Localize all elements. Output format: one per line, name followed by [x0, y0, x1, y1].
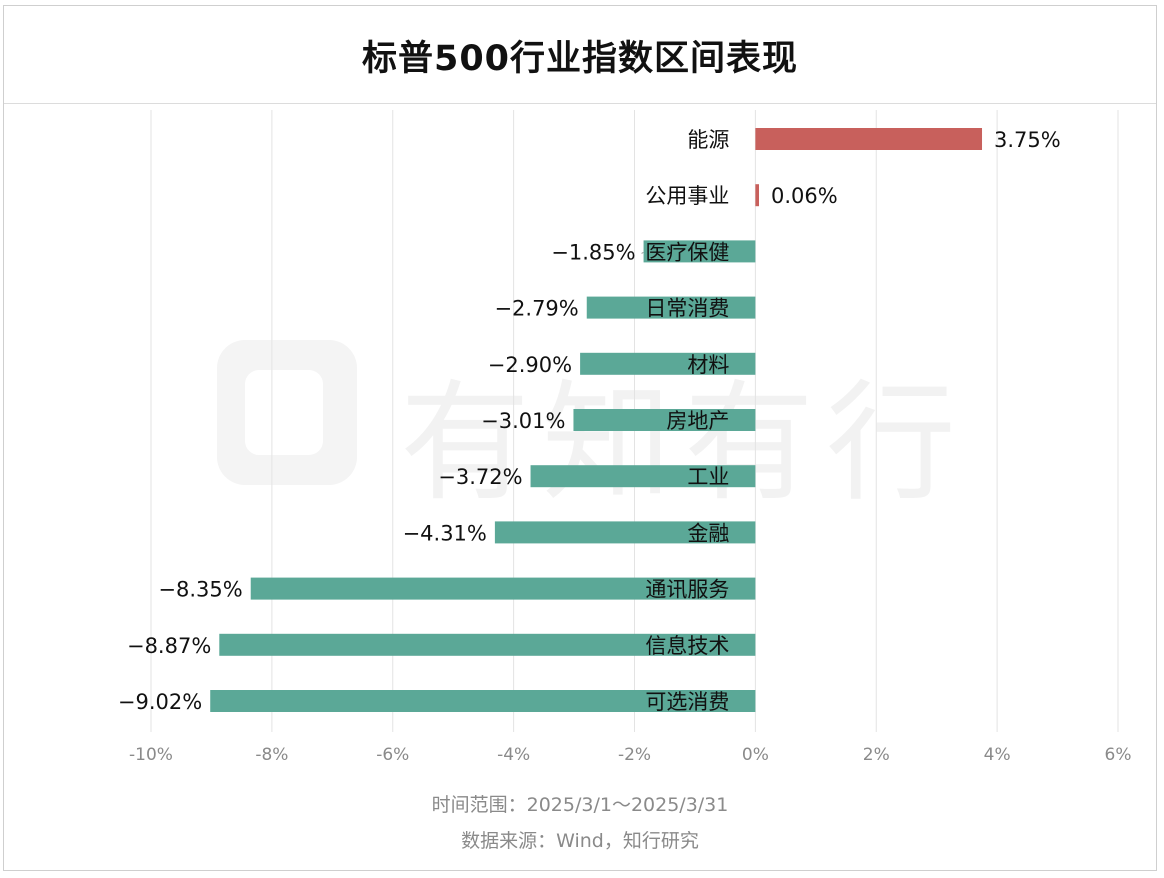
value-label: 3.75%	[994, 128, 1061, 152]
footer-time-range: 时间范围：2025/3/1～2025/3/31	[431, 794, 729, 816]
x-tick-label: -6%	[376, 745, 409, 765]
category-label: 医疗保健	[645, 240, 729, 264]
x-tick-label: 2%	[863, 745, 890, 765]
x-tick-label: -10%	[129, 745, 173, 765]
bar	[250, 577, 756, 600]
value-label: −3.01%	[481, 409, 565, 433]
x-tick-label: -8%	[255, 745, 288, 765]
value-label: 0.06%	[771, 184, 838, 208]
value-label: −8.87%	[127, 634, 211, 658]
chart-title: 标普500行业指数区间表现	[361, 39, 799, 79]
bar	[219, 633, 756, 656]
value-label: −9.02%	[118, 690, 202, 714]
bar	[573, 409, 756, 431]
x-tick-label: 4%	[984, 745, 1011, 765]
leader-line	[641, 251, 644, 254]
x-tick-label: -4%	[497, 745, 530, 765]
bar	[586, 296, 756, 319]
x-tick-label: -2%	[618, 745, 651, 765]
bar	[755, 184, 760, 207]
value-label: −2.90%	[488, 353, 572, 377]
category-label: 工业	[687, 465, 729, 489]
category-label: 金融	[687, 521, 729, 545]
category-label: 信息技术	[645, 634, 729, 658]
value-label: −8.35%	[158, 578, 242, 602]
footer-data-source: 数据来源：Wind，知行研究	[461, 830, 699, 852]
bar	[580, 352, 756, 375]
bar	[755, 128, 983, 150]
category-label: 公用事业	[645, 184, 729, 208]
category-label: 可选消费	[645, 690, 729, 714]
title-divider	[4, 103, 1156, 104]
bar	[210, 690, 756, 712]
x-tick-label: 6%	[1105, 745, 1132, 765]
value-label: −4.31%	[403, 521, 487, 545]
value-label: −1.85%	[551, 240, 635, 264]
value-label: −2.79%	[494, 297, 578, 321]
bar	[530, 465, 756, 488]
category-label: 能源	[687, 128, 729, 152]
x-tick-label: 0%	[742, 745, 769, 765]
bar	[494, 521, 756, 544]
value-label: −3.72%	[438, 465, 522, 489]
category-label: 房地产	[666, 409, 729, 433]
category-label: 通讯服务	[645, 578, 729, 602]
category-label: 材料	[687, 353, 729, 377]
bar	[643, 240, 756, 263]
category-label: 日常消费	[645, 297, 729, 321]
